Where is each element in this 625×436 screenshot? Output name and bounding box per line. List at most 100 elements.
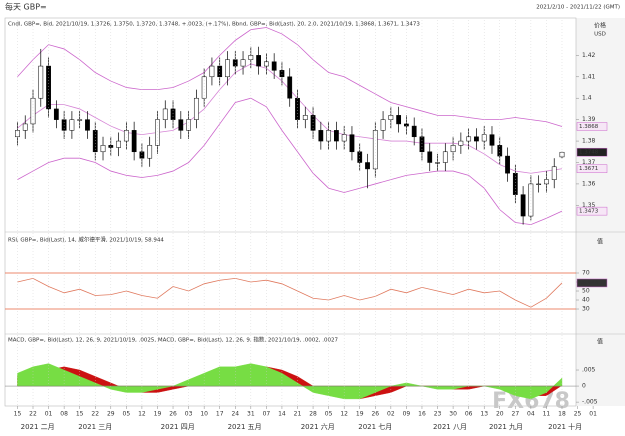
candle-body	[427, 151, 433, 163]
y-tick-label: 1.4	[582, 95, 592, 102]
candle-body	[116, 140, 121, 148]
y-tick-label: 40	[582, 297, 590, 304]
y-axis-title: 价格	[594, 22, 606, 30]
candle-body	[225, 59, 230, 78]
y-tick-label: -.005	[582, 399, 598, 406]
candle-body	[442, 151, 448, 163]
band-line	[17, 97, 563, 226]
candle-body	[505, 155, 510, 174]
panel-legend: Cndl, GBP=, Bid, 2021/10/19, 1.3726, 1.3…	[8, 22, 420, 28]
x-tick-label: 22	[29, 411, 37, 418]
x-tick-label: 11	[543, 411, 551, 418]
candle-body	[536, 183, 542, 185]
x-tick-label: 20	[496, 411, 504, 418]
candle-body	[474, 136, 479, 142]
candle-body	[411, 125, 417, 138]
candle-body	[85, 119, 90, 131]
month-label: 2021 四月	[161, 423, 195, 431]
x-tick-label: 24	[231, 411, 239, 418]
candle-body	[551, 166, 557, 180]
x-tick-label: 08	[60, 411, 68, 418]
candle-body	[15, 130, 20, 138]
candle-body	[155, 119, 160, 146]
x-tick-label: 07	[263, 411, 271, 418]
x-tick-label: 04	[527, 411, 535, 418]
candle-body	[349, 134, 355, 153]
candle-body	[450, 145, 456, 153]
candle-body	[178, 119, 184, 131]
candle-body	[287, 76, 293, 99]
x-tick-label: 10	[200, 411, 208, 418]
candle-body	[334, 130, 339, 142]
x-tick-label: 01	[589, 411, 597, 418]
month-label: 2021 八月	[433, 423, 467, 431]
candle-body	[53, 108, 59, 120]
x-tick-label: 28	[309, 411, 317, 418]
candle-body	[22, 123, 28, 131]
month-label: 2021 九月	[489, 422, 523, 431]
y-axis-title: 值	[597, 238, 603, 246]
candle-body	[466, 136, 472, 142]
y-tick-label: 1.36	[582, 180, 596, 187]
candle-body	[263, 61, 269, 67]
panel	[5, 272, 576, 310]
x-tick-label: 15	[14, 411, 22, 418]
y-tick-label: .005	[582, 367, 596, 374]
macd-area	[17, 363, 563, 400]
candle-body	[279, 70, 285, 78]
x-tick-label: 23	[434, 411, 442, 418]
month-label: 2021 五月	[228, 423, 262, 431]
value-box-label: 1.3473	[579, 209, 599, 215]
candle-body	[271, 61, 277, 71]
x-tick-label: 19	[154, 411, 162, 418]
value-box-label: 1.3748	[579, 150, 599, 156]
candle-body	[380, 119, 386, 131]
band-line	[17, 27, 563, 127]
x-tick-label: 05	[123, 411, 131, 418]
x-tick-label: 31	[247, 411, 255, 418]
candle-body	[92, 130, 98, 153]
y-axis-unit: USD	[594, 32, 606, 38]
candle-body	[46, 65, 51, 110]
candle-body	[209, 65, 215, 78]
candle-body	[396, 115, 402, 125]
panel-legend: MACD, GBP=, Bid(Last), 12, 26, 9, 2021/1…	[8, 336, 339, 344]
y-tick-label: 70	[582, 270, 590, 277]
value-box-label: 1.3868	[579, 124, 599, 130]
x-tick-label: 12	[138, 411, 146, 418]
x-tick-label: 17	[216, 411, 224, 418]
candle-body	[326, 130, 332, 142]
month-label: 2021 六月	[301, 422, 335, 431]
y-tick-label: 1.35	[582, 202, 596, 209]
value-box-label: 1.3671	[579, 166, 598, 172]
candle-body	[458, 140, 464, 146]
rsi-line	[17, 277, 563, 308]
y-tick-label: 1.39	[582, 116, 596, 123]
candle-body	[38, 65, 44, 99]
header-title: 每天 GBP=	[5, 2, 47, 12]
candle-body	[435, 162, 440, 164]
x-tick-label: 13	[480, 411, 488, 418]
x-tick-label: 14	[278, 411, 286, 418]
x-tick-label: 29	[107, 411, 115, 418]
candle-body	[100, 145, 106, 153]
y-tick-label: 50	[582, 288, 590, 295]
y-tick-label: 1.41	[582, 73, 596, 80]
candle-body	[147, 145, 153, 159]
candle-body	[544, 179, 549, 185]
candle-body	[193, 97, 199, 120]
value-box-label: 58.944	[579, 280, 599, 286]
y-tick-label: 1.37	[582, 159, 596, 166]
y-tick-label: 1.38	[582, 138, 596, 145]
candle-body	[419, 136, 425, 153]
candle-body	[69, 119, 75, 131]
header-range: 2021/2/10 - 2021/11/22 (GMT)	[536, 5, 620, 11]
x-tick-label: 26	[169, 411, 177, 418]
x-tick-label: 03	[185, 411, 193, 418]
candle-body	[30, 97, 36, 125]
y-axis-title: 值	[597, 338, 603, 346]
x-tick-label: 26	[371, 411, 379, 418]
candle-body	[497, 145, 503, 157]
candle-body	[302, 115, 308, 120]
